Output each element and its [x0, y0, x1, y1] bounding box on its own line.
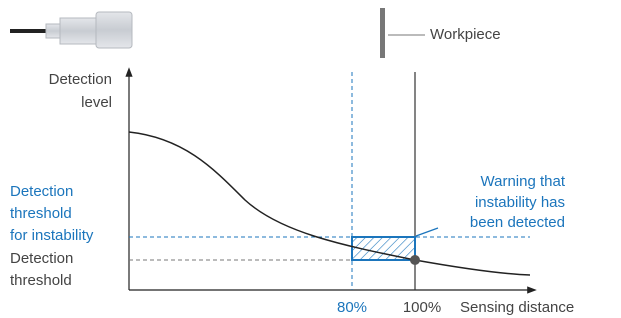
warning-label: instability has	[475, 194, 565, 211]
diagram: Workpiece Detection level Detection thre…	[0, 0, 621, 318]
x-axis-label: Sensing distance	[460, 299, 574, 316]
instability-threshold-label: threshold	[10, 205, 72, 222]
workpiece	[380, 8, 385, 58]
warning-label: been detected	[470, 214, 565, 231]
sensor-icon	[10, 12, 132, 48]
instability-threshold-label: Detection	[10, 183, 73, 200]
instability-threshold-label: for instability	[10, 227, 94, 244]
workpiece-label: Workpiece	[430, 26, 501, 43]
threshold-label: threshold	[10, 272, 72, 289]
x-tick-label: 80%	[337, 299, 367, 316]
threshold-label: Detection	[10, 250, 73, 267]
y-axis-label: Detection	[49, 71, 112, 88]
y-axis-label: level	[81, 94, 112, 111]
detection-point	[410, 255, 420, 265]
warning-leader	[416, 228, 438, 236]
detection-curve	[129, 132, 530, 275]
warning-label: Warning that	[481, 173, 566, 190]
x-tick-label: 100%	[403, 299, 441, 316]
